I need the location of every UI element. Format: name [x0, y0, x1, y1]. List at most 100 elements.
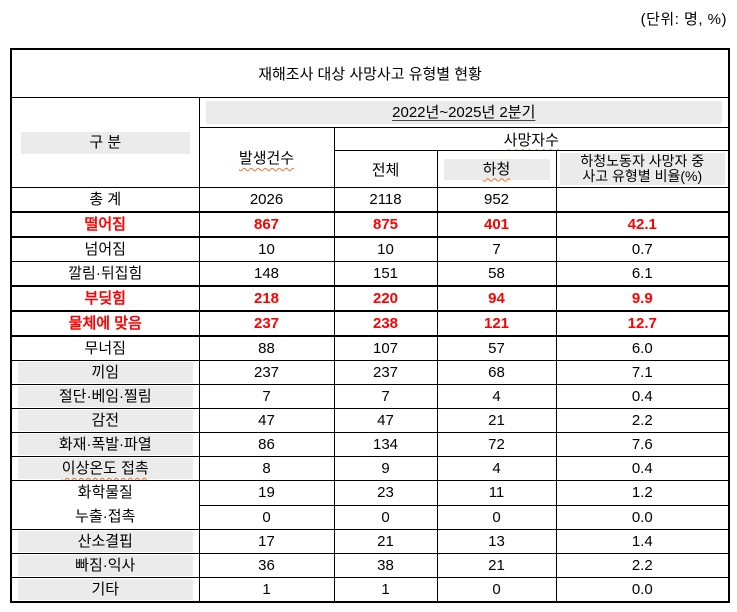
table-row-trip: 넘어짐 10 10 7 0.7	[10, 236, 730, 262]
header-period-bar: 2022년~2025년 2분기	[205, 101, 723, 124]
cell-subcontract: 58	[436, 261, 557, 287]
table-row-crushed: 깔림·뒤집힘 148 151 58 6.1	[10, 261, 730, 287]
row-label: 화학물질 누출·접촉	[10, 480, 200, 530]
cell-subcontract: 11	[436, 480, 557, 506]
cell-total: 38	[333, 553, 438, 578]
cell-total: 9	[333, 456, 438, 481]
cell-ratio: 0.7	[555, 236, 730, 262]
header-occurrences: 발생건수	[198, 127, 335, 188]
cell-occurrences: 218	[198, 285, 335, 312]
cell-total: 875	[333, 211, 438, 238]
cell-occurrences: 17	[198, 529, 335, 554]
cell-occurrences: 86	[198, 432, 335, 457]
table-row-other: 기타 1 1 0 0.0	[10, 577, 730, 603]
cell-occurrences: 148	[198, 261, 335, 287]
cell-subcontract: 21	[436, 408, 557, 433]
cell-ratio: 6.1	[555, 261, 730, 287]
cell-subcontract: 4	[436, 384, 557, 409]
cell-subcontract: 7	[436, 236, 557, 262]
cell-ratio: 1.4	[555, 529, 730, 554]
table-row-oxygen-deficiency: 산소결핍 17 21 13 1.4	[10, 529, 730, 554]
cell-ratio: 6.0	[555, 335, 730, 361]
cell-ratio: 0.0	[555, 577, 730, 603]
table-row-struck-by-object: 물체에 맞음 237 238 121 12.7	[10, 310, 730, 337]
table-row-caught: 끼임 237 237 68 7.1	[10, 360, 730, 385]
cell-ratio: 9.9	[555, 285, 730, 312]
table-row-collapse: 무너짐 88 107 57 6.0	[10, 335, 730, 361]
cell-occurrences: 19	[198, 480, 335, 506]
report-table: 재해조사 대상 사망사고 유형별 현황 구 분 2022년~2025년 2분기 …	[10, 48, 731, 603]
table-row-cut-stab: 절단·베임·찔림 7 7 4 0.4	[10, 384, 730, 409]
row-label: 빠짐·익사	[10, 553, 200, 578]
cell-occurrences: 867	[198, 211, 335, 238]
cell-subcontract: 57	[436, 335, 557, 361]
cell-occurrences: 10	[198, 236, 335, 262]
cell-ratio: 42.1	[555, 211, 730, 238]
header-category-label: 구 분	[21, 131, 190, 154]
cell-subcontract: 0	[436, 504, 557, 530]
row-label: 무너짐	[10, 335, 200, 361]
cell-total: 151	[333, 261, 438, 287]
cell-total: 10	[333, 236, 438, 262]
cell-subcontract: 952	[436, 187, 557, 213]
cell-subcontract: 401	[436, 211, 557, 238]
row-label: 산소결핍	[10, 529, 200, 554]
cell-total: 238	[333, 310, 438, 337]
unit-label: (단위: 명, %)	[640, 11, 727, 28]
table-row-fire-explosion: 화재·폭발·파열 86 134 72 7.6	[10, 432, 730, 457]
row-label: 깔림·뒤집힘	[10, 261, 200, 287]
cell-total: 2118	[333, 187, 438, 213]
cell-subcontract: 13	[436, 529, 557, 554]
cell-subcontract: 4	[436, 456, 557, 481]
header-ratio: 하청노동자 사망자 중 사고 유형별 비율(%)	[555, 150, 730, 188]
header-category: 구 분	[10, 97, 200, 188]
cell-occurrences: 47	[198, 408, 335, 433]
cell-occurrences: 88	[198, 335, 335, 361]
cell-total: 0	[333, 504, 438, 530]
cell-ratio: 2.2	[555, 553, 730, 578]
header-occurrences-label: 발생건수	[238, 150, 295, 167]
row-label: 부딪힘	[10, 285, 200, 312]
cell-total: 237	[333, 360, 438, 385]
cell-occurrences: 237	[198, 310, 335, 337]
table-row-drowning: 빠짐·익사 36 38 21 2.2	[10, 553, 730, 578]
row-label: 넘어짐	[10, 236, 200, 262]
header-subcontract-label: 하청	[482, 160, 511, 178]
cell-subcontract: 121	[436, 310, 557, 337]
row-label: 기타	[10, 577, 200, 603]
cell-occurrences: 0	[198, 504, 335, 530]
row-label: 화재·폭발·파열	[10, 432, 200, 457]
table-title-row: 재해조사 대상 사망사고 유형별 현황	[10, 48, 730, 98]
cell-total: 134	[333, 432, 438, 457]
header-subcontract-box: 하청	[443, 158, 550, 180]
row-label: 감전	[10, 408, 200, 433]
cell-occurrences: 8	[198, 456, 335, 481]
table-row-electrocution: 감전 47 47 21 2.2	[10, 408, 730, 433]
header-total: 전체	[333, 150, 438, 188]
cell-ratio: 0.4	[555, 456, 730, 481]
header-ratio-label: 하청노동자 사망자 중 사고 유형별 비율(%)	[559, 153, 726, 185]
header-deaths: 사망자수	[333, 127, 730, 151]
cell-ratio: 2.2	[555, 408, 730, 433]
cell-subcontract: 72	[436, 432, 557, 457]
cell-subcontract: 21	[436, 553, 557, 578]
row-label: 끼임	[10, 360, 200, 385]
table-row-total: 총 계 2026 2118 952	[10, 187, 730, 213]
row-label: 절단·베임·찔림	[10, 384, 200, 409]
cell-total: 23	[333, 480, 438, 506]
header-period: 2022년~2025년 2분기	[198, 97, 730, 128]
row-label: 총 계	[10, 187, 200, 213]
header-row-period: 구 분 2022년~2025년 2분기	[10, 97, 730, 188]
cell-ratio: 1.2	[555, 480, 730, 506]
header-row-sub: 전체 하청 하청노동자 사망자 중 사고 유형별 비율(%)	[11, 150, 730, 188]
table-row-collision: 부딪힘 218 220 94 9.9	[10, 285, 730, 312]
table-title: 재해조사 대상 사망사고 유형별 현황	[10, 48, 730, 98]
row-label: 떨어짐	[10, 211, 200, 238]
cell-total: 220	[333, 285, 438, 312]
header-deaths-label: 사망자수	[503, 131, 559, 149]
cell-subcontract: 94	[436, 285, 557, 312]
cell-ratio: 12.7	[555, 310, 730, 337]
cell-ratio: 7.1	[555, 360, 730, 385]
cell-occurrences: 237	[198, 360, 335, 385]
